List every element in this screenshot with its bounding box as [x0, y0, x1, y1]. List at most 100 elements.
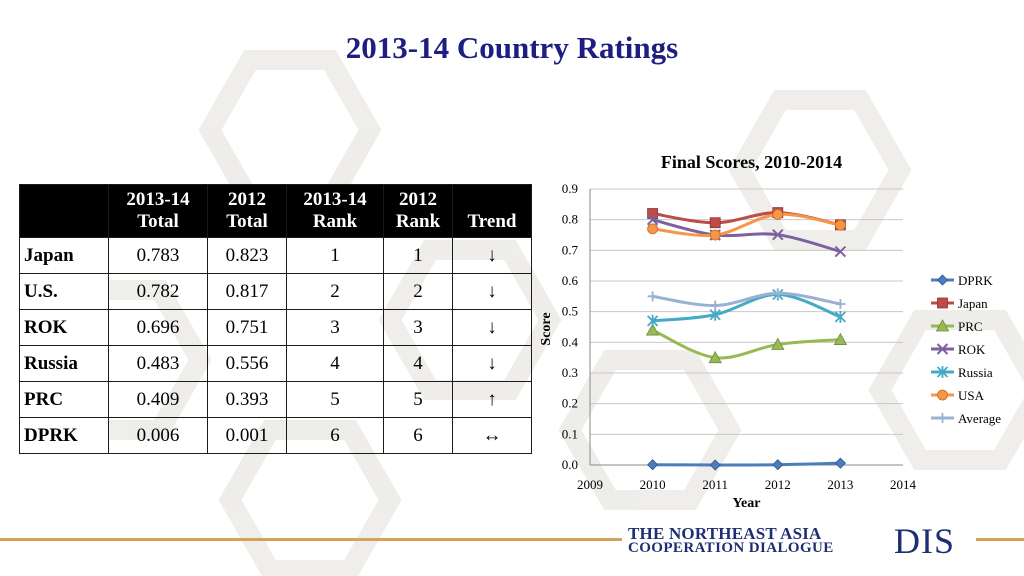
legend-marker-dprk [936, 274, 949, 286]
y-tick-label: 0.6 [562, 273, 579, 288]
table-row: DPRK 0.006 0.001 6 6 ↔ [19, 417, 532, 454]
total-2013-14-cell: 0.783 [108, 237, 208, 274]
x-tick-label: 2013 [827, 477, 853, 492]
series-line-dprk [651, 461, 842, 467]
total-2013-14-cell: 0.782 [108, 273, 208, 310]
legend-label-japan: Japan [958, 296, 988, 311]
y-tick-label: 0.3 [562, 365, 578, 380]
series-line-rok [651, 218, 842, 254]
rank-2013-14-cell: 6 [286, 417, 384, 454]
x-tick-label: 2010 [640, 477, 666, 492]
data-point-average [772, 288, 783, 299]
y-tick-label: 0.2 [562, 396, 578, 411]
series-line-russia [651, 292, 842, 323]
table-row: U.S. 0.782 0.817 2 2 ↓ [19, 273, 532, 310]
data-point-prc [645, 323, 660, 336]
data-point-prc [771, 337, 785, 350]
data-point-average [647, 291, 658, 302]
data-point-usa [835, 219, 846, 231]
legend-label-usa: USA [958, 388, 985, 403]
data-point-prc [833, 332, 848, 345]
chart-title: Final Scores, 2010-2014 [661, 152, 842, 172]
column-header: 2013-14 Rank [286, 184, 384, 238]
legend-marker-japan [937, 297, 948, 309]
y-tick-label: 0.1 [562, 426, 578, 441]
table-header-row: 2013-14 Total 2012 Total 2013-14 Rank 2012 R… [19, 184, 532, 238]
data-point-rok [646, 213, 659, 226]
ratings-table: 2013-14 Total 2012 Total 2013-14 Rank 2012 R… [19, 184, 532, 454]
data-point-average [710, 300, 721, 311]
x-tick-label: 2011 [702, 477, 728, 492]
data-point-dprk [772, 459, 784, 471]
rank-2013-14-cell: 4 [286, 345, 384, 382]
x-tick-label: 2009 [577, 477, 603, 492]
legend-marker-rok [936, 343, 949, 355]
data-point-prc [708, 350, 722, 364]
column-header: 2012 Total [207, 184, 287, 238]
legend-label-average: Average [958, 411, 1001, 426]
legend-marker-russia [936, 366, 949, 378]
total-2013-14-cell: 0.006 [108, 417, 208, 454]
rank-2012-cell: 6 [383, 417, 453, 454]
x-tick-label: 2014 [890, 477, 917, 492]
country-cell: DPRK [19, 417, 109, 454]
data-point-russia [834, 310, 847, 323]
table-row: Japan 0.783 0.823 1 1 ↓ [19, 237, 532, 274]
rank-2012-cell: 3 [383, 309, 453, 346]
y-tick-label: 0.4 [562, 334, 579, 349]
series-line-prc [651, 328, 842, 360]
data-point-japan [709, 217, 721, 229]
country-cell: U.S. [19, 273, 109, 310]
y-axis-label: Score [539, 312, 554, 345]
data-point-usa [772, 209, 784, 220]
logo-org-line2: COOPERATION DIALOGUE [628, 540, 834, 556]
total-2012-cell: 0.393 [207, 381, 287, 418]
rank-2013-14-cell: 1 [286, 237, 384, 274]
page-title: 2013-14 Country Ratings [345, 30, 679, 65]
column-header: 2012 Rank [383, 184, 453, 238]
total-2013-14-cell: 0.696 [108, 309, 208, 346]
data-point-usa [709, 229, 721, 241]
rank-2012-cell: 4 [383, 345, 453, 382]
data-point-russia [646, 314, 659, 327]
legend-marker-average [937, 413, 948, 423]
data-point-average [835, 299, 846, 309]
y-tick-label: 0.8 [562, 212, 578, 227]
country-cell: Russia [19, 345, 109, 382]
trend-cell: ↔ [452, 417, 532, 454]
data-point-dprk [647, 459, 659, 471]
data-point-dprk [834, 457, 846, 469]
column-header [19, 184, 109, 238]
series-line-usa [651, 212, 842, 237]
legend-marker-usa [937, 389, 948, 401]
y-tick-label: 0.7 [562, 242, 579, 257]
x-tick-label: 2012 [765, 477, 791, 492]
logo-org-line1: THE NORTHEAST ASIA [628, 524, 822, 543]
total-2012-cell: 0.751 [207, 309, 287, 346]
column-header: Trend [452, 184, 532, 238]
legend-label-russia: Russia [958, 365, 993, 380]
table-row: Russia 0.483 0.556 4 4 ↓ [19, 345, 532, 382]
data-point-russia [709, 308, 721, 321]
y-tick-label: 0.9 [562, 181, 578, 196]
data-point-rok [834, 245, 847, 258]
total-2012-cell: 0.001 [207, 417, 287, 454]
rank-2012-cell: 2 [383, 273, 453, 310]
total-2013-14-cell: 0.409 [108, 381, 208, 418]
logo-abbr: DIS [894, 521, 956, 561]
data-point-usa [647, 223, 658, 235]
series-line-average [651, 291, 842, 308]
legend-label-dprk: DPRK [958, 273, 993, 288]
total-2012-cell: 0.817 [207, 273, 287, 310]
y-tick-label: 0.0 [562, 457, 578, 472]
data-point-dprk [709, 459, 721, 471]
legend-marker-prc [935, 319, 950, 332]
rank-2013-14-cell: 5 [286, 381, 384, 418]
legend-label-rok: ROK [958, 342, 986, 357]
country-cell: Japan [19, 237, 109, 274]
x-axis-label: Year [733, 496, 761, 511]
rank-2012-cell: 5 [383, 381, 453, 418]
trend-cell: ↓ [452, 237, 532, 274]
trend-cell: ↓ [452, 273, 532, 310]
